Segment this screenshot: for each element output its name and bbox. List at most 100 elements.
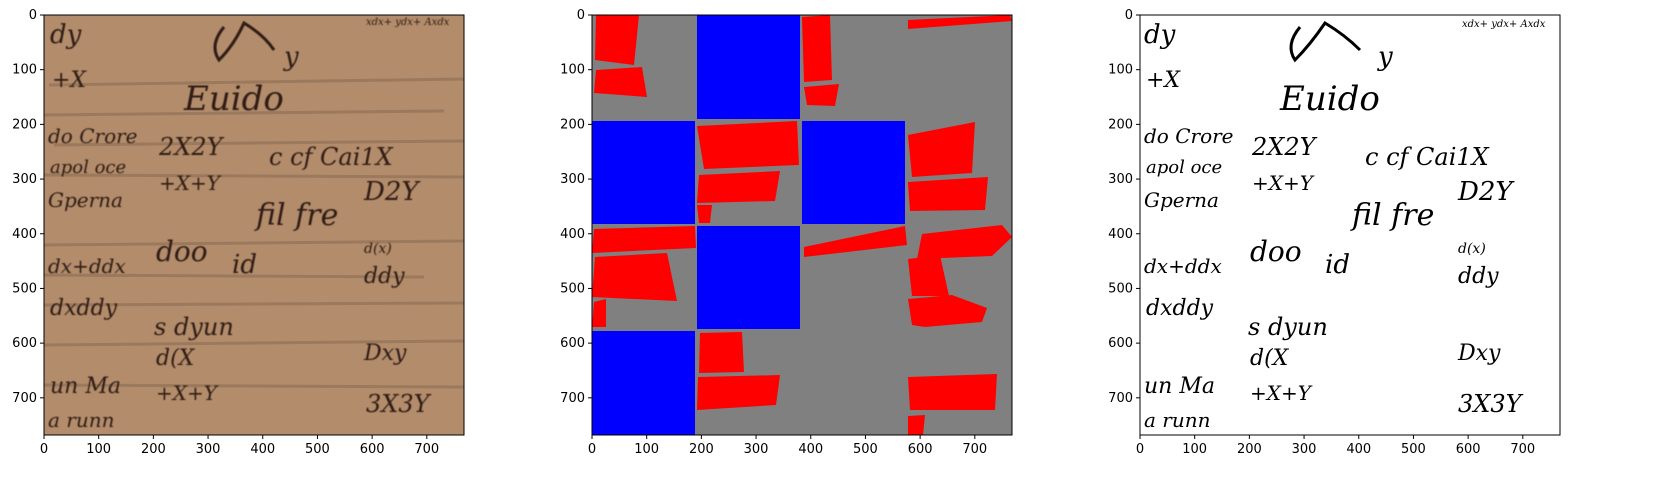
x-tick-label: 500 [1401,442,1426,457]
ink-doo: doo [1250,235,1302,268]
text-region [592,299,606,327]
text-region [697,375,780,410]
x-tick-label: 100 [86,442,111,457]
ink-do-crore: do Crore [48,124,138,148]
original-figure: xdx+ ydx+ Axdx dy +X Euido y do Crore 2X… [12,8,465,457]
y-tick-label: 100 [12,63,37,78]
ink-euido: Euido [1279,79,1380,119]
ink-a-runn: a runn [48,408,114,432]
ink-id: id [1325,250,1350,280]
text-region [592,253,677,301]
ink-top-right: xdx+ ydx+ Axdx [366,17,450,28]
ink-dy: dy [50,20,82,50]
x-tick-label: 200 [141,442,166,457]
ink-apol: apol oce [50,157,126,178]
y-tick-label: 600 [12,336,37,351]
y-tick-label: 700 [1108,391,1133,406]
axes-frame [43,14,465,436]
ink-dx-ddx: dx+ddx [1144,254,1222,278]
ink-plusx: +X [1146,68,1181,93]
axes-original: 0 100 200 300 400 500 600 700 0 100 200 300 400 500 60… [12,8,439,457]
ink-s-dyun: s dyun [154,313,234,341]
ink-xy1: +X+Y [1252,171,1315,195]
ink-s-dyun: s dyun [1248,313,1328,341]
x-tick-label: 500 [305,442,330,457]
mask-blocks [592,15,905,435]
ink-dx-small: d(x) [364,241,392,257]
y-tick-label: 400 [560,227,585,242]
ink-d2y: D2Y [1457,177,1515,207]
x-tick-label: 100 [1182,442,1207,457]
segmentation-figure: 0 100 200 300 400 500 600 700 0 100 200 300 400 500 60… [560,8,1013,457]
y-tick-label: 500 [560,281,585,296]
ink-gperna: Gperna [1144,188,1219,212]
ink-ddy: ddy [1458,264,1499,289]
ink-dy: dy [1144,20,1176,50]
binarized-background [1140,15,1560,435]
text-region [697,171,780,203]
x-tick-label: 500 [853,442,878,457]
ink-doo: doo [156,235,208,268]
x-tick-label: 200 [1237,442,1262,457]
y-tick-label: 200 [1108,117,1133,132]
y-tick-label: 200 [12,117,37,132]
ink-un-ma: un Ma [50,374,121,399]
ink-xy1: +X+Y [159,171,222,195]
x-tick-label: 300 [744,442,769,457]
text-region [908,15,1012,29]
ink-d2y: D2Y [363,177,421,207]
y-tick-label: 200 [560,117,585,132]
ink-plusx: +X [52,68,87,93]
ink-dx: d(X [156,346,196,371]
ink-ddy: ddy [364,264,405,289]
parchment-stains [43,77,465,389]
ink-fil-fre: fil fre [254,198,338,233]
manuscript-ink: xdx+ ydx+ Axdx dy +X Euido y do Crore 2X… [48,17,450,432]
text-region [699,332,744,373]
panel-segmentation: 0 100 200 300 400 500 600 700 0 100 200 300 400 500 60… [552,0,1104,493]
text-region [594,67,647,97]
ink-dx-ddx: dx+ddx [48,254,126,278]
y-tick-label: 500 [1108,281,1133,296]
text-region [804,84,839,106]
text-region [908,177,988,211]
text-region [697,205,712,223]
text-region [595,15,639,65]
text-region [908,415,925,435]
x-tick-label: 700 [962,442,987,457]
ink-2x2y: 2X2Y [1251,133,1318,161]
x-tick-label: 300 [1292,442,1317,457]
ink-id: id [232,250,257,280]
text-region [802,15,832,82]
axes-binarized: 0 100 200 300 400 500 600 700 0 100 200 300 400 500 60… [1108,8,1535,457]
ink-euido: Euido [183,79,284,119]
x-tick-label: 400 [1346,442,1371,457]
panel-binarized: xdx+ ydx+ Axdx dy +X Euido y do Crore 2X… [1100,0,1656,493]
text-region [908,374,997,410]
y-tick-label: 0 [29,8,37,23]
ink-dxy: Dxy [363,341,407,366]
x-tick-label: 200 [689,442,714,457]
y-tick-label: 300 [1108,172,1133,187]
ink-3x3y: 3X3Y [366,390,432,418]
binarized-ink: xdx+ ydx+ Axdx dy +X Euido y do Crore 2X… [1144,19,1546,432]
axes-frame [1139,14,1561,436]
y-tick-label: 300 [12,172,37,187]
x-tick-label: 600 [1456,442,1481,457]
ink-2x2y: 2X2Y [158,133,225,161]
x-tick-label: 600 [908,442,933,457]
axes-frame [591,14,1013,436]
y-tick-label: 400 [12,227,37,242]
y-tick-label: 100 [560,63,585,78]
y-tick-label: 700 [12,391,37,406]
block [697,226,800,329]
y-tick-label: 400 [1108,227,1133,242]
block [592,331,695,435]
x-tick-label: 0 [588,442,596,457]
y-tick-label: 100 [1108,63,1133,78]
ink-dxddy: dxddy [50,296,118,321]
x-tick-label: 100 [634,442,659,457]
ink-3x3y: 3X3Y [1458,390,1524,418]
text-region [908,122,975,177]
x-tick-label: 700 [1510,442,1535,457]
